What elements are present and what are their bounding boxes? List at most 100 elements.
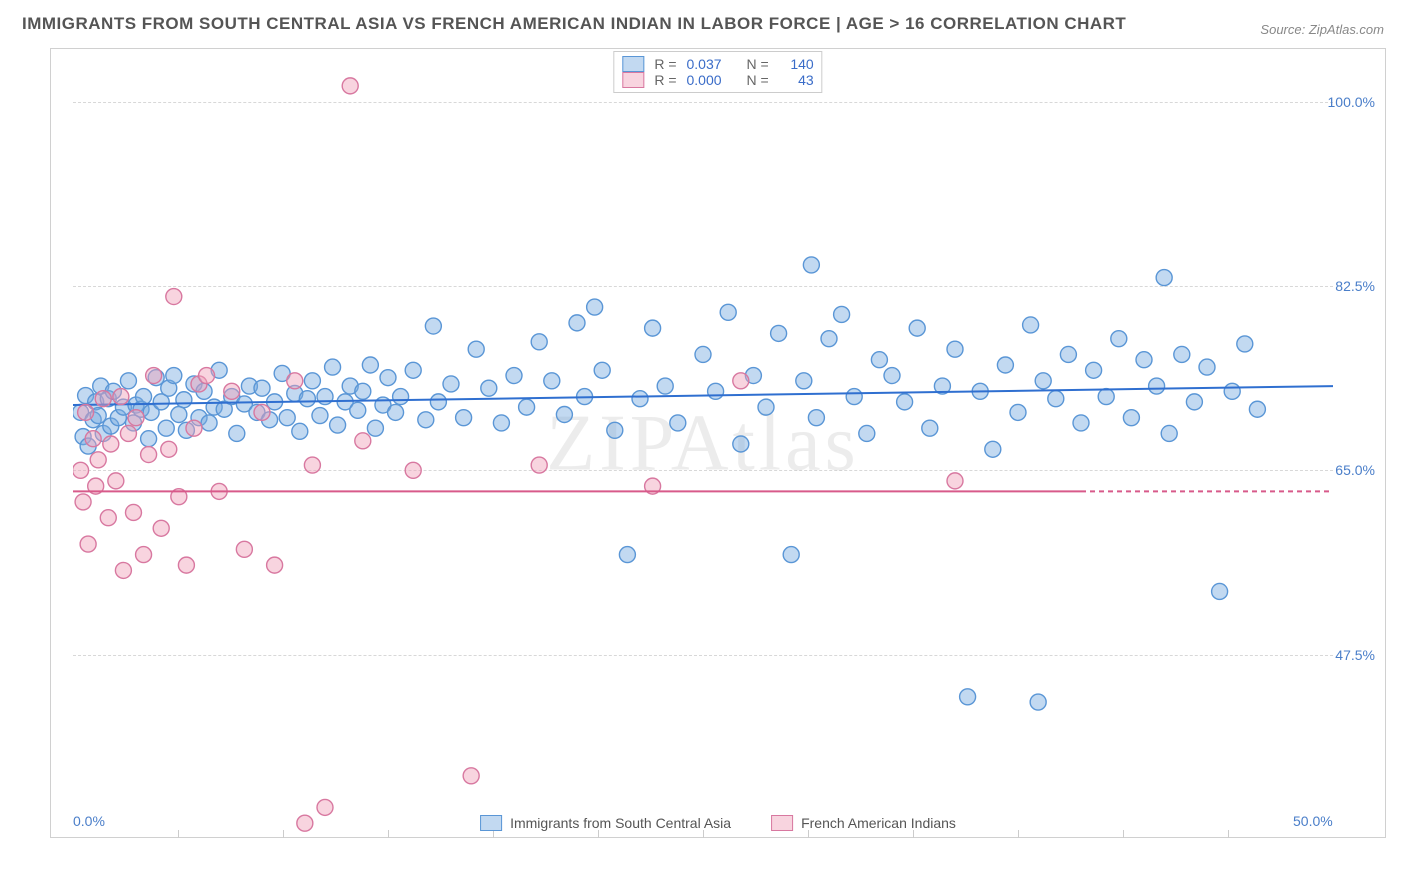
scatter-point [73,462,89,478]
legend-swatch [622,72,644,88]
legend-item: Immigrants from South Central Asia [480,815,731,831]
scatter-point [350,402,366,418]
n-value: 43 [779,72,814,88]
scatter-point [166,289,182,305]
scatter-point [493,415,509,431]
scatter-point [1048,391,1064,407]
scatter-point [297,815,313,831]
scatter-point [909,320,925,336]
scatter-point [947,473,963,489]
scatter-point [178,557,194,573]
scatter-point [141,431,157,447]
scatter-point [80,536,96,552]
scatter-point [405,362,421,378]
scatter-point [619,547,635,563]
scatter-point [821,331,837,347]
scatter-point [236,541,252,557]
scatter-point [632,391,648,407]
scatter-point [733,436,749,452]
scatter-point [199,368,215,384]
scatter-point [115,562,131,578]
y-tick-label: 47.5% [1335,647,1375,663]
legend-swatch [771,815,793,831]
scatter-point [846,389,862,405]
scatter-point [463,768,479,784]
legend-label: Immigrants from South Central Asia [510,815,731,831]
scatter-point [1073,415,1089,431]
scatter-point [803,257,819,273]
scatter-point [1030,694,1046,710]
scatter-point [1023,317,1039,333]
legend-stats: R = 0.037 N = 140 R = 0.000 N = 43 [613,51,822,93]
scatter-point [947,341,963,357]
scatter-point [405,462,421,478]
scatter-point [506,368,522,384]
n-label: N = [747,72,769,88]
scatter-point [834,306,850,322]
scatter-point [1161,425,1177,441]
scatter-point [871,352,887,368]
scatter-svg [73,49,1333,839]
scatter-point [657,378,673,394]
scatter-point [771,325,787,341]
scatter-point [100,510,116,526]
scatter-point [153,520,169,536]
scatter-point [380,370,396,386]
scatter-point [287,373,303,389]
scatter-point [1123,410,1139,426]
scatter-point [531,457,547,473]
scatter-point [125,504,141,520]
scatter-point [1111,331,1127,347]
scatter-point [292,423,308,439]
scatter-point [418,412,434,428]
scatter-point [388,404,404,420]
scatter-point [960,689,976,705]
scatter-point [279,410,295,426]
scatter-point [1098,389,1114,405]
scatter-point [1224,383,1240,399]
scatter-point [229,425,245,441]
scatter-point [468,341,484,357]
scatter-point [1149,378,1165,394]
r-label: R = [654,72,676,88]
scatter-point [997,357,1013,373]
scatter-point [330,417,346,433]
scatter-point [443,376,459,392]
scatter-point [456,410,472,426]
chart-area: ZIPAtlas R = 0.037 N = 140 R = 0.000 N =… [50,48,1386,838]
scatter-point [141,447,157,463]
scatter-point [75,494,91,510]
scatter-point [146,368,162,384]
legend-swatch [480,815,502,831]
r-value: 0.000 [687,72,737,88]
scatter-point [120,373,136,389]
scatter-point [186,420,202,436]
scatter-point [1249,401,1265,417]
scatter-point [367,420,383,436]
scatter-point [95,391,111,407]
scatter-point [1212,583,1228,599]
scatter-point [430,394,446,410]
scatter-point [481,380,497,396]
scatter-point [267,557,283,573]
scatter-point [897,394,913,410]
source-value: ZipAtlas.com [1309,22,1384,37]
r-value: 0.037 [687,56,737,72]
scatter-point [103,436,119,452]
scatter-point [796,373,812,389]
scatter-point [695,346,711,362]
scatter-point [594,362,610,378]
legend-stat-row: R = 0.000 N = 43 [622,72,813,88]
scatter-point [985,441,1001,457]
scatter-point [113,389,129,405]
scatter-point [859,425,875,441]
legend-series: Immigrants from South Central Asia Frenc… [480,815,956,831]
plot-region: ZIPAtlas [73,49,1333,839]
scatter-point [720,304,736,320]
n-value: 140 [779,56,814,72]
scatter-point [1156,270,1172,286]
scatter-point [176,392,192,408]
scatter-point [922,420,938,436]
scatter-point [128,410,144,426]
scatter-point [158,420,174,436]
